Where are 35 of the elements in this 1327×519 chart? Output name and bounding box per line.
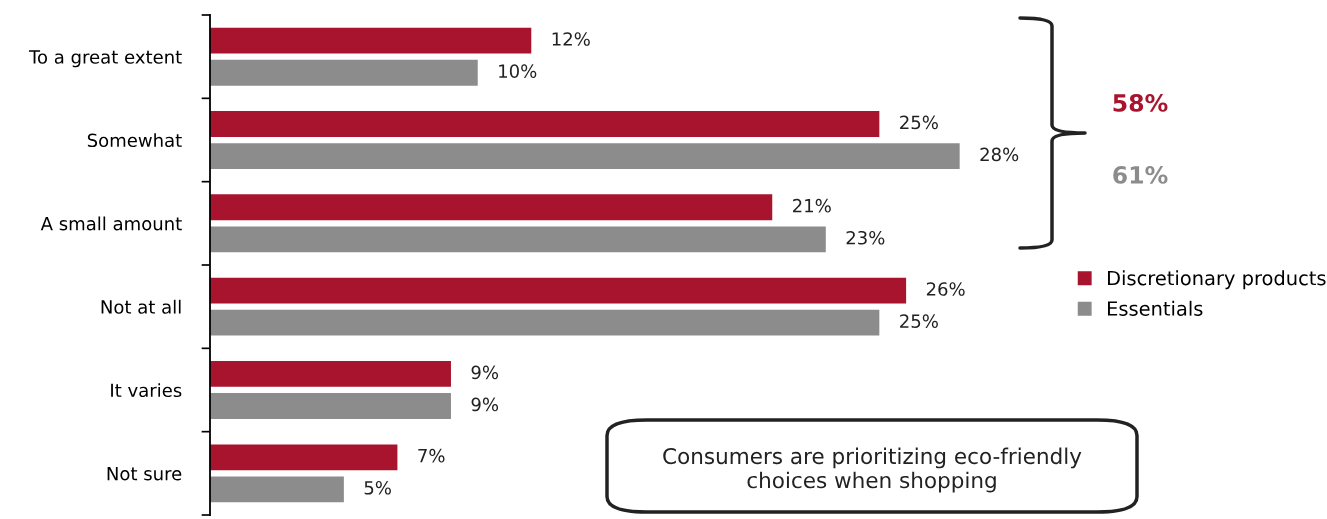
legend-label: Discretionary products: [1107, 270, 1326, 290]
bar: [210, 309, 880, 336]
bar: [210, 277, 907, 304]
data-label: 9%: [471, 365, 499, 380]
data-label: 10%: [499, 64, 537, 78]
data-label: 5%: [364, 480, 391, 495]
data-label: 9%: [471, 397, 499, 412]
data-label: 25%: [900, 314, 938, 328]
bar: [210, 27, 532, 54]
bar: [210, 143, 960, 169]
data-label: 28%: [980, 147, 1019, 162]
bar: [210, 476, 344, 503]
bar: [210, 444, 398, 471]
legend-label: Essentials: [1107, 300, 1203, 316]
data-label: 21%: [793, 198, 831, 213]
text: 58%: [1113, 93, 1168, 112]
bar: [210, 226, 826, 253]
y-tick-label: To a great extent: [28, 50, 182, 68]
y-tick-label: It varies: [111, 383, 182, 398]
data-label: 25%: [900, 115, 938, 130]
y-tick-label: Not at all: [101, 299, 181, 314]
y-tick-label: Not sure: [107, 467, 182, 481]
bar: [210, 59, 478, 86]
bar: [210, 393, 451, 419]
bar: [210, 111, 880, 137]
data-label: 7%: [418, 448, 445, 463]
annotation: Consumers are prioritizing eco-friendly choices when shopping: [663, 447, 1082, 493]
data-label: 26%: [926, 282, 965, 296]
bar: [210, 194, 773, 221]
text: 61%: [1113, 165, 1168, 184]
data-label: 23%: [846, 230, 885, 245]
y-tick-label: A small amount: [40, 216, 182, 231]
y-tick-label: Somewhat: [87, 133, 182, 148]
data-label: 12%: [552, 32, 590, 46]
bar: [210, 361, 451, 387]
